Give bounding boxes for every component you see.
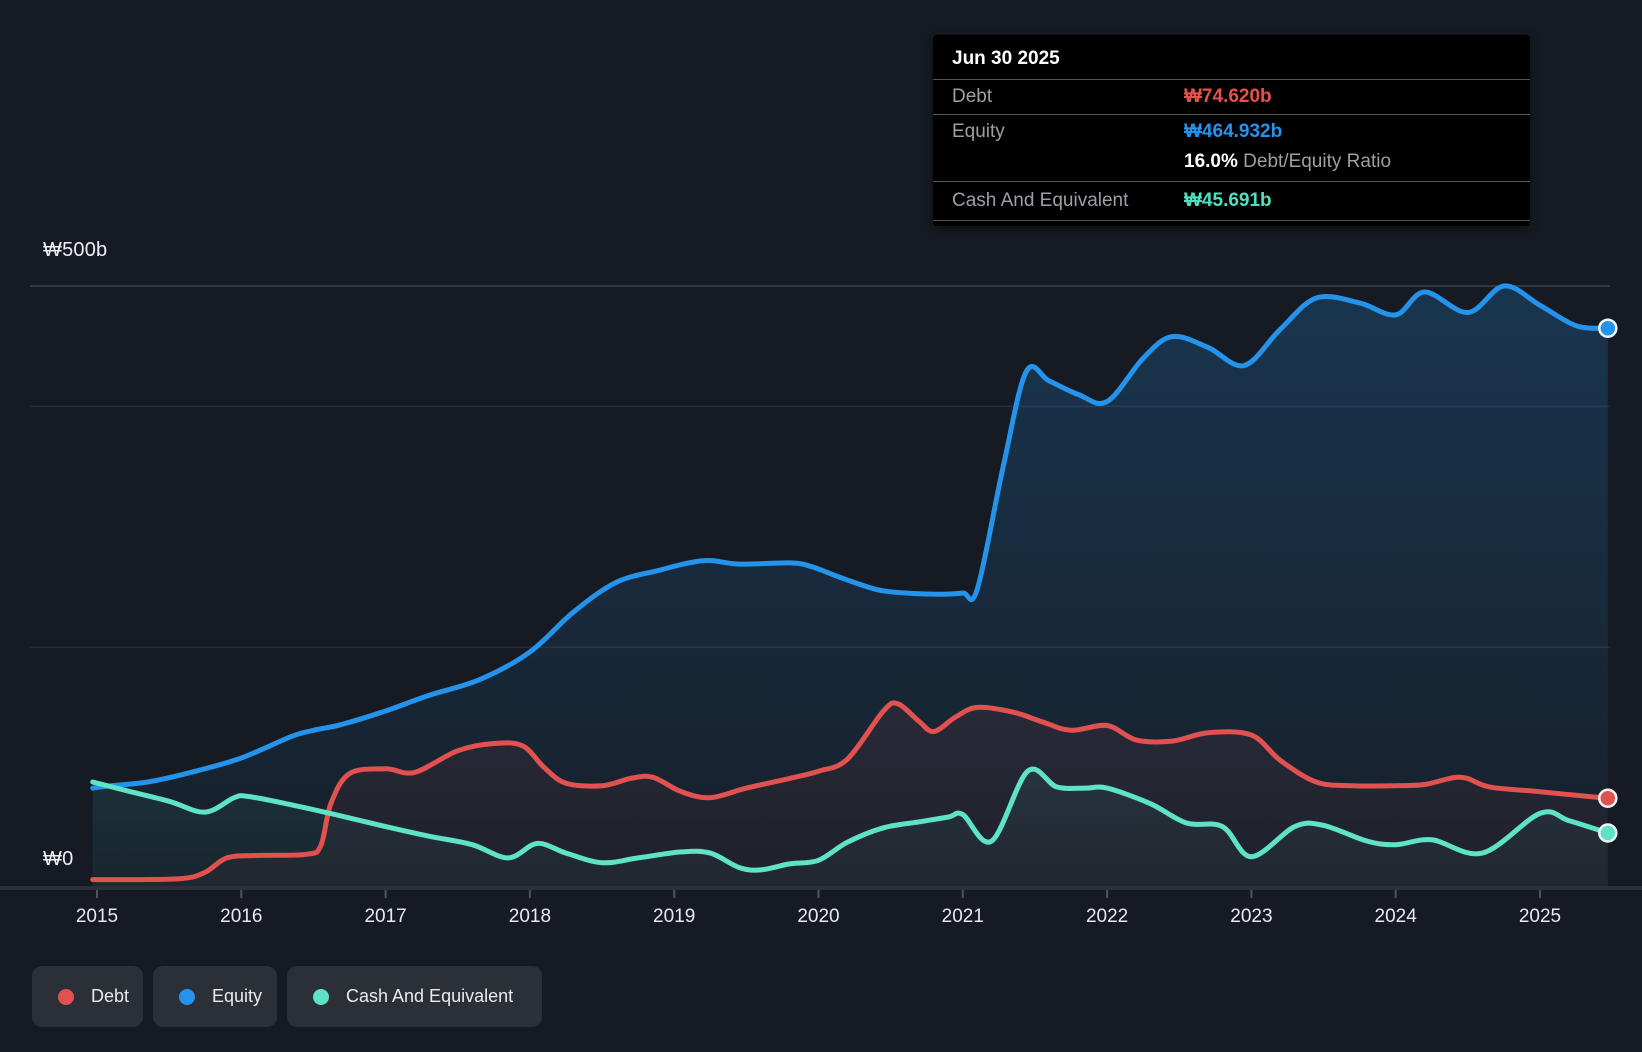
x-tick-label-2024: 2024 xyxy=(1375,906,1418,927)
debt-line xyxy=(90,700,1611,883)
tooltip-bottom-divider xyxy=(933,220,1530,221)
x-tick-2025 xyxy=(1539,890,1541,898)
y-axis-label-0: ₩0 xyxy=(43,848,74,870)
tooltip-equity-label: Equity xyxy=(952,121,1005,142)
legend-item-cash[interactable]: Cash And Equivalent xyxy=(287,966,542,1027)
debt-dot-icon xyxy=(58,988,74,1005)
y-axis-label-500b: ₩500b xyxy=(43,239,108,261)
tooltip-equity-row: Equity ₩464.932b xyxy=(933,114,1530,149)
cash-and-equivalent-end-marker[interactable] xyxy=(1598,823,1618,843)
x-tick-label-2021: 2021 xyxy=(942,906,984,927)
x-tick-2018 xyxy=(528,890,531,898)
x-tick-2023 xyxy=(1250,890,1253,898)
legend: Debt Equity Cash And Equivalent xyxy=(0,966,1642,1027)
tooltip-cash-row: Cash And Equivalent ₩45.691b xyxy=(933,181,1530,220)
debt-end-marker[interactable] xyxy=(1598,788,1618,808)
tooltip-cash-label: Cash And Equivalent xyxy=(952,190,1129,211)
x-tick-2020 xyxy=(817,890,820,898)
tooltip-ratio-label: Debt/Equity Ratio xyxy=(1243,151,1392,172)
tooltip-debt-value: ₩74.620b xyxy=(1184,86,1272,107)
x-tick-label-2025: 2025 xyxy=(1519,906,1561,927)
x-tick-label-2020: 2020 xyxy=(797,906,839,927)
x-tick-label-2023: 2023 xyxy=(1230,906,1272,927)
legend-cash-label: Cash And Equivalent xyxy=(346,986,514,1006)
equity-line xyxy=(90,283,1611,791)
x-tick-label-2017: 2017 xyxy=(364,906,406,927)
tooltip-ratio-percent: 16.0% xyxy=(1184,151,1238,172)
x-tick-2016 xyxy=(240,890,243,898)
x-tick-label-2022: 2022 xyxy=(1086,906,1128,927)
legend-debt-label: Debt xyxy=(91,986,130,1006)
tooltip-ratio-value: 16.0% Debt/Equity Ratio xyxy=(1184,151,1391,173)
tooltip-equity-value: ₩464.932b xyxy=(1184,121,1283,142)
x-tick-2021 xyxy=(961,890,964,898)
tooltip-ratio-row: 16.0% Debt/Equity Ratio xyxy=(933,149,1530,181)
x-tick-2017 xyxy=(384,890,387,898)
x-tick-label-2018: 2018 xyxy=(509,906,551,927)
x-tick-2019 xyxy=(673,890,676,898)
tooltip-debt-label: Debt xyxy=(952,86,993,107)
tooltip-cash-value: ₩45.691b xyxy=(1184,190,1272,211)
hover-tooltip: Jun 30 2025 Debt ₩74.620b Equity ₩464.93… xyxy=(933,35,1530,226)
tooltip-debt-row: Debt ₩74.620b xyxy=(933,79,1530,114)
x-tick-label-2015: 2015 xyxy=(76,906,118,927)
equity-dot-icon xyxy=(179,988,195,1005)
x-tick-2024 xyxy=(1394,890,1397,898)
tooltip-date: Jun 30 2025 xyxy=(952,48,1060,69)
legend-equity-label: Equity xyxy=(212,986,263,1006)
x-tick-2022 xyxy=(1106,890,1109,898)
x-axis-line xyxy=(0,886,1642,890)
x-tick-2015 xyxy=(96,890,98,898)
cash-and-equivalent-area xyxy=(92,769,1608,887)
legend-item-debt[interactable]: Debt xyxy=(32,966,143,1027)
cash-and-equivalent-line xyxy=(90,766,1611,873)
equity-end-marker[interactable] xyxy=(1598,318,1618,338)
x-tick-label-2019: 2019 xyxy=(653,906,695,927)
cash-dot-icon xyxy=(313,988,329,1005)
legend-item-equity[interactable]: Equity xyxy=(153,966,277,1027)
x-tick-label-2016: 2016 xyxy=(220,906,262,927)
